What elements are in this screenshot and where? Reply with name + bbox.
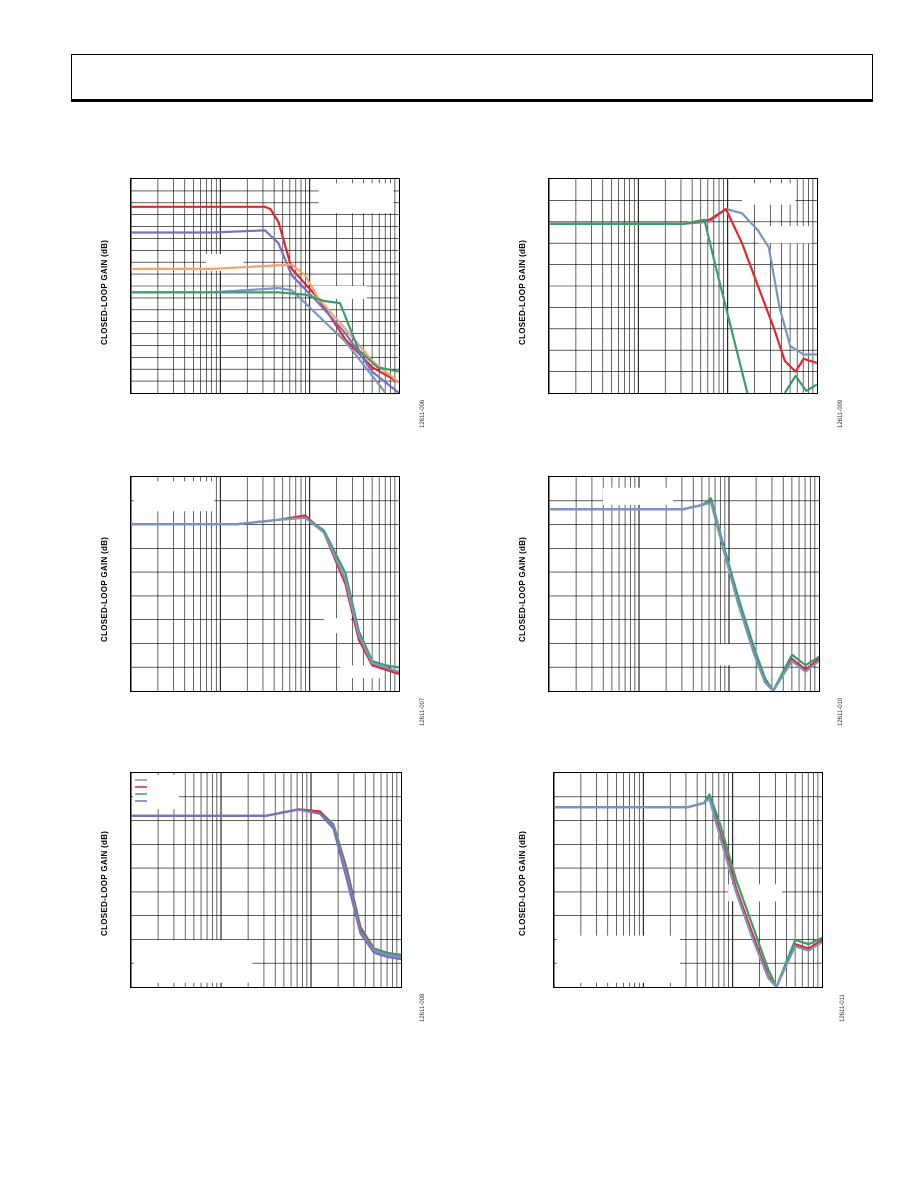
series-line [131, 263, 399, 384]
label-box [318, 183, 394, 214]
series-line [131, 514, 399, 675]
label-box [603, 487, 674, 505]
plot-area [130, 476, 400, 692]
chart-svg [131, 477, 399, 691]
series-line [131, 808, 401, 961]
label-box [556, 935, 680, 983]
chart-svg [554, 773, 822, 987]
label-box [741, 183, 796, 205]
chart-svg [549, 179, 817, 393]
series-line [783, 374, 817, 393]
label-box [133, 939, 253, 983]
y-axis-label: CLOSED-LOOP GAIN (dB) [518, 830, 527, 936]
y-axis-label: CLOSED-LOOP GAIN (dB) [518, 536, 527, 642]
series-line [549, 501, 819, 691]
series-line [131, 516, 399, 673]
chart-svg [549, 477, 819, 691]
label-box [758, 226, 812, 244]
plot-area [130, 772, 402, 988]
label-box [340, 665, 383, 679]
page-header-box [71, 54, 873, 102]
series-line [554, 797, 822, 987]
series-line [131, 291, 399, 373]
figure-id: 12611-009 [838, 399, 844, 428]
series-line [549, 497, 819, 691]
figure-id: 12611-008 [420, 993, 426, 1022]
figure-id: 12611-007 [420, 697, 426, 726]
figure-id: 12611-010 [838, 697, 844, 726]
series-line [549, 218, 749, 393]
series-line [131, 286, 387, 393]
label-box [313, 286, 367, 299]
y-axis-label: CLOSED-LOOP GAIN (dB) [518, 239, 527, 345]
plot-area [553, 772, 823, 988]
y-axis-label: CLOSED-LOOP GAIN (dB) [100, 536, 109, 642]
plot-area [548, 178, 818, 394]
y-axis-label: CLOSED-LOOP GAIN (dB) [100, 830, 109, 936]
plot-area [130, 178, 400, 394]
chart-svg [131, 179, 399, 393]
series-line [131, 229, 399, 393]
series-line [549, 207, 817, 356]
series-line [131, 516, 399, 669]
label-box [323, 618, 351, 634]
y-axis-label: CLOSED-LOOP GAIN (dB) [100, 239, 109, 345]
label-box [716, 643, 755, 666]
plot-area [548, 476, 820, 692]
figure-id: 12611-006 [420, 399, 426, 428]
label-box [133, 481, 215, 512]
chart-svg [131, 773, 401, 987]
figure-id: 12611-011 [840, 994, 846, 1022]
